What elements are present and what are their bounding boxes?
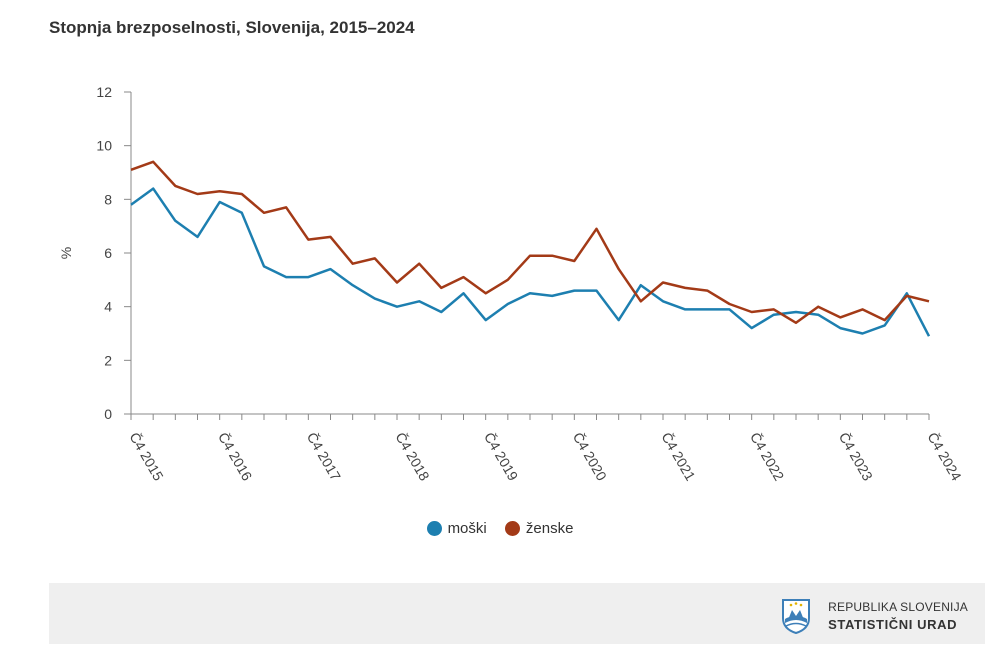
x-tick-label: Č4 2017 — [304, 430, 344, 484]
y-tick-label: 4 — [104, 299, 112, 315]
x-tick-label: Č4 2024 — [924, 430, 964, 484]
x-tick-label: Č4 2019 — [481, 430, 521, 484]
series-line-zenske — [130, 160, 930, 325]
y-tick-label: 2 — [104, 352, 112, 368]
legend: moški ženske — [0, 520, 1000, 540]
logo-line-1: REPUBLIKA SLOVENIJA — [828, 600, 968, 614]
x-tick-label: Č4 2022 — [747, 430, 787, 484]
x-tick-label: Č4 2016 — [215, 430, 255, 484]
y-tick-label: 10 — [96, 138, 112, 154]
x-tick-label: Č4 2018 — [392, 430, 432, 484]
legend-label-zenske: ženske — [525, 520, 574, 537]
x-tick-label: Č4 2015 — [126, 430, 166, 484]
logo-line-2: STATISTIČNI URAD — [828, 617, 958, 632]
x-tick-label: Č4 2020 — [570, 430, 610, 484]
x-tick-label: Č4 2023 — [836, 430, 876, 484]
series-line-moski — [130, 187, 931, 337]
footer-bar: REPUBLIKA SLOVENIJA STATISTIČNI URAD — [49, 583, 985, 644]
line-chart: 0 2 4 6 8 10 12% Č4 2015 Č4 2016 Č4 2017 Č4 2018 Č4… — [58, 84, 965, 484]
coat-of-arms-icon — [782, 599, 811, 634]
y-tick-label: 6 — [104, 245, 112, 261]
legend-label-moski: moški — [447, 520, 487, 537]
legend-marker-moski — [426, 521, 442, 536]
legend-marker-zenske — [504, 521, 520, 536]
y-axis-label: % — [58, 247, 74, 259]
legend-item-zenske[interactable]: ženske — [504, 520, 574, 537]
y-tick-label: 0 — [104, 406, 112, 422]
y-tick-label: 8 — [104, 191, 112, 207]
legend-item-moski[interactable]: moški — [426, 520, 487, 537]
chart-title: Stopnja brezposelnosti, Slovenija, 2015–… — [49, 18, 415, 37]
y-tick-label: 12 — [96, 84, 112, 100]
x-tick-label: Č4 2021 — [658, 430, 698, 484]
surs-logo[interactable]: REPUBLIKA SLOVENIJA STATISTIČNI URAD — [781, 598, 968, 634]
